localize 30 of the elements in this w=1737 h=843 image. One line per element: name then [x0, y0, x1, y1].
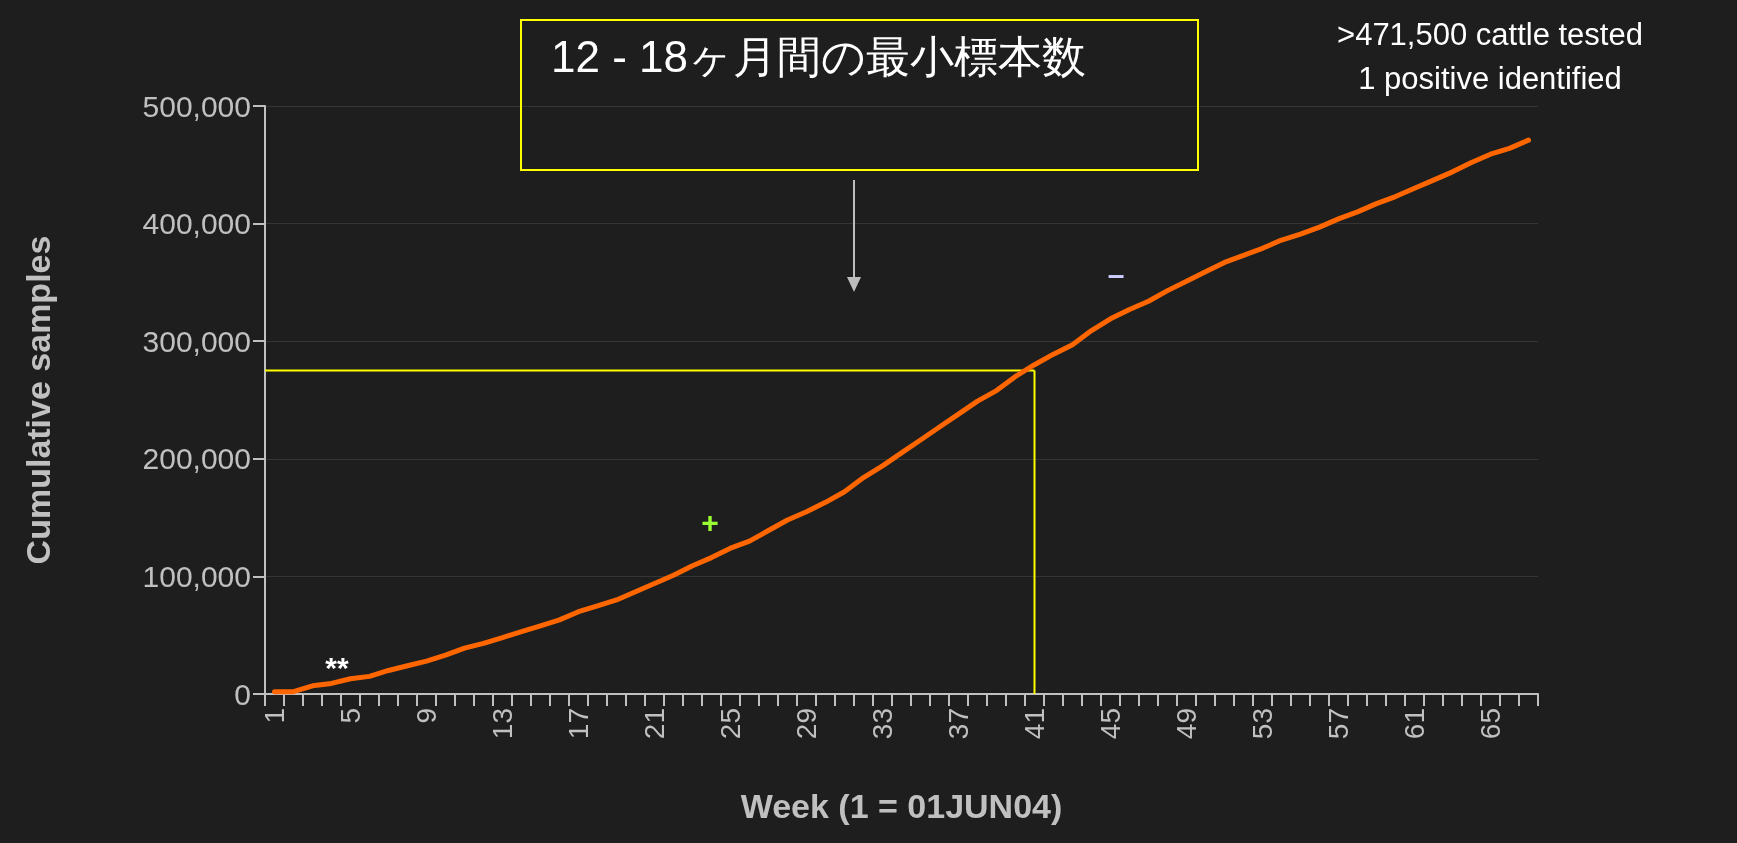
x-tick-label: 65 [1475, 708, 1506, 740]
x-tick-label: 21 [639, 708, 670, 740]
x-tick-label: 13 [487, 708, 518, 740]
x-tick-label: 41 [1019, 708, 1050, 740]
y-tick-label: 0 [234, 677, 251, 711]
y-axis-title: Cumulative samples [19, 235, 57, 565]
x-tick-label: 45 [1095, 708, 1126, 740]
text: >471,500 cattle tested 1 positive identified [1337, 16, 1643, 96]
y-tick-label: 500,000 [142, 89, 251, 123]
y-tick-label: 400,000 [142, 207, 251, 241]
x-tick-label: 53 [1247, 708, 1278, 740]
x-tick-label: 57 [1323, 708, 1354, 740]
x-tick-label: 1 [259, 708, 290, 724]
x-tick-label: 9 [411, 708, 442, 724]
x-axis-title: Week (1 = 01JUN04) [740, 787, 1063, 825]
chart-title: 12 - 18ヶ月間の最小標本数 [551, 31, 1086, 81]
y-tick-label: 200,000 [142, 442, 251, 476]
x-tick-label: 37 [943, 708, 974, 740]
x-tick-label: 25 [715, 708, 746, 740]
y-tick-label: 300,000 [142, 324, 251, 358]
annotation: + [701, 505, 719, 539]
x-tick-label: 33 [867, 708, 898, 740]
x-tick-label: 5 [335, 708, 366, 724]
y-tick-label: 100,000 [142, 559, 251, 593]
annotation: ** [325, 650, 349, 684]
x-tick-label: 29 [791, 708, 822, 740]
x-tick-label: 61 [1399, 708, 1430, 740]
annotation: – [1107, 257, 1125, 291]
x-tick-label: 17 [563, 708, 594, 740]
x-tick-label: 49 [1171, 708, 1202, 740]
